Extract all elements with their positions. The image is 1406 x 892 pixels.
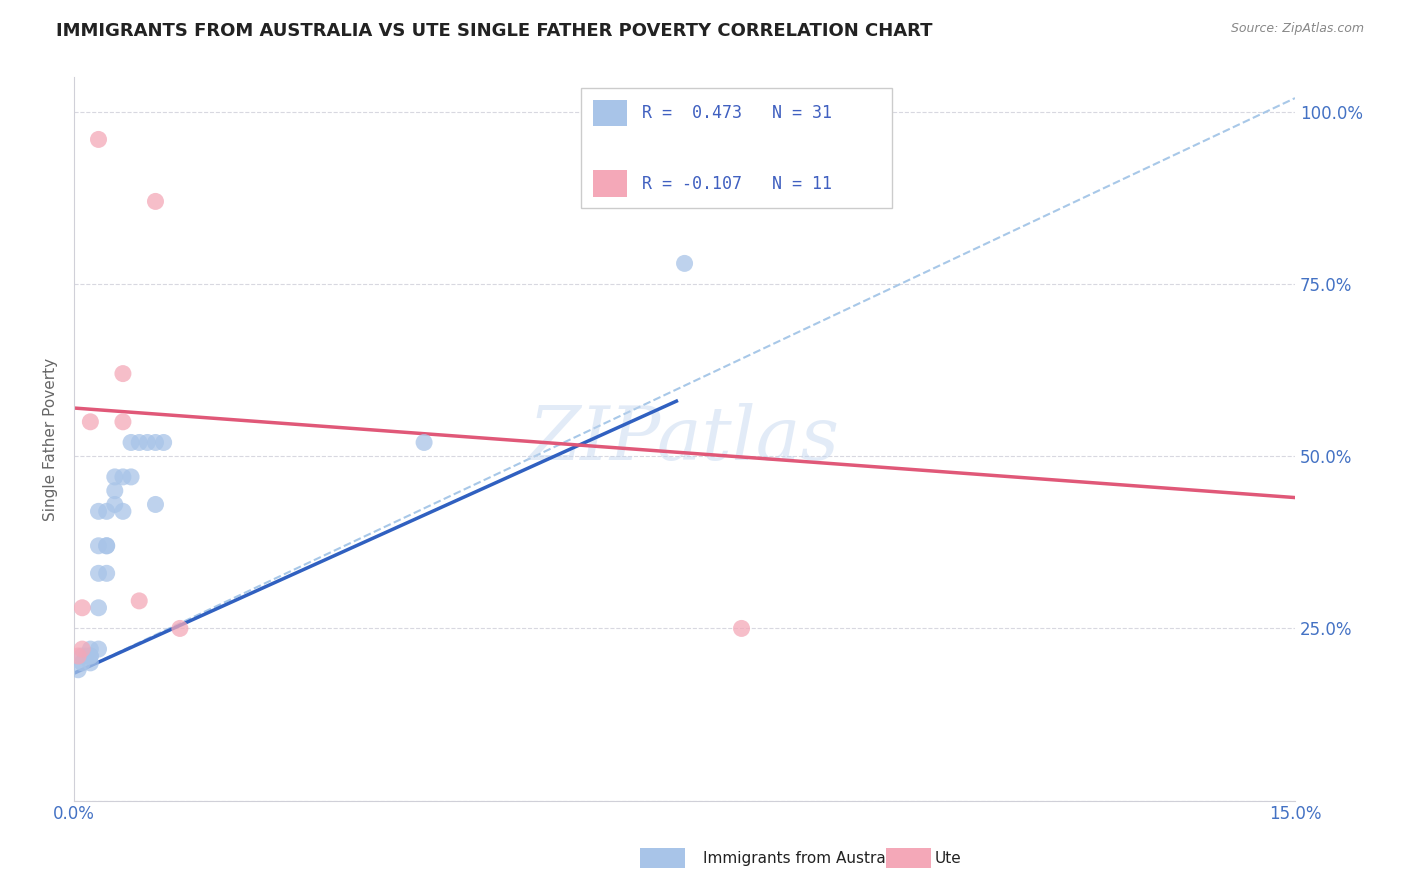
Point [111,470,134,484]
Point [128,435,150,450]
Text: R =  0.473   N = 31: R = 0.473 N = 31 [641,103,832,121]
FancyBboxPatch shape [581,88,893,208]
Point [79,648,101,663]
Point [87,539,110,553]
Text: IMMIGRANTS FROM AUSTRALIA VS UTE SINGLE FATHER POVERTY CORRELATION CHART: IMMIGRANTS FROM AUSTRALIA VS UTE SINGLE … [56,22,932,40]
Point [96,566,118,581]
Point [87,132,110,146]
Text: Source: ZipAtlas.com: Source: ZipAtlas.com [1230,22,1364,36]
Point [120,470,142,484]
Point [70,600,93,615]
Point [75,648,97,663]
Text: ZIPatlas: ZIPatlas [529,403,839,475]
Point [136,435,159,450]
Point [104,483,127,498]
Point [87,600,110,615]
FancyBboxPatch shape [593,100,627,126]
Point [104,470,127,484]
Point [70,656,93,670]
Point [79,415,101,429]
Text: Ute: Ute [935,851,962,865]
Point [145,498,167,512]
Point [79,648,101,663]
Point [104,498,127,512]
Point [67,663,90,677]
Point [96,539,118,553]
Point [111,504,134,518]
Point [413,435,436,450]
Point [79,656,101,670]
FancyBboxPatch shape [593,170,627,197]
Point [111,415,134,429]
Point [120,435,142,450]
Point [87,504,110,518]
Point [70,648,93,663]
Point [152,435,174,450]
Point [145,435,167,450]
Point [673,256,696,270]
Point [96,504,118,518]
Point [96,539,118,553]
Point [79,642,101,657]
Point [67,648,90,663]
Point [169,622,191,636]
Point [87,566,110,581]
Point [145,194,167,209]
Point [128,594,150,608]
Point [70,642,93,657]
Text: R = -0.107   N = 11: R = -0.107 N = 11 [641,175,832,193]
Point [87,642,110,657]
Point [111,367,134,381]
Y-axis label: Single Father Poverty: Single Father Poverty [44,358,58,521]
Text: Immigrants from Australia: Immigrants from Australia [703,851,904,865]
Point [730,622,752,636]
